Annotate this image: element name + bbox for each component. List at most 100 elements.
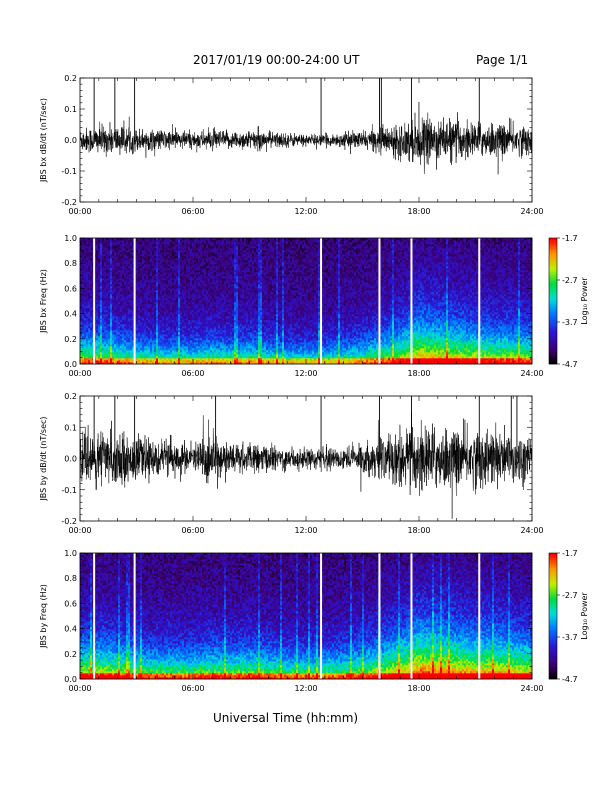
spectrogram-cell [204, 296, 206, 298]
spectrogram-cell [220, 278, 222, 280]
spectrogram-cell [126, 270, 128, 272]
spectrogram-cell [214, 318, 216, 320]
spectrogram-cell [164, 342, 166, 344]
spectrogram-cell [180, 258, 182, 260]
spectrogram-cell [84, 332, 86, 334]
spectrogram-cell [126, 262, 128, 264]
spectrogram-cell [178, 318, 180, 320]
spectrogram-cell [222, 306, 224, 308]
spectrogram-cell [136, 342, 138, 344]
spectrogram-cell [176, 310, 178, 312]
spectrogram-cell [184, 266, 186, 268]
spectrogram-cell [184, 284, 186, 286]
spectrogram-cell [112, 284, 114, 286]
spectrogram-cell [168, 344, 170, 346]
spectrogram-cell [88, 254, 90, 256]
spectrogram-cell [126, 254, 128, 256]
spectrogram-cell [190, 334, 192, 336]
spectrogram-cell [138, 254, 140, 256]
spectrogram-cell [222, 270, 224, 272]
spectrogram-cell [168, 340, 170, 342]
spectrogram-cell [162, 288, 164, 290]
spectrogram-cell [182, 282, 184, 284]
spectrogram-cell [84, 356, 86, 358]
spectrogram-cell [90, 336, 92, 338]
spectrogram-cell [102, 274, 104, 276]
spectrogram-cell [190, 338, 192, 340]
spectrogram-cell [122, 342, 124, 344]
spectrogram-cell [204, 348, 206, 350]
spectrogram-cell [200, 250, 202, 252]
spectrogram-cell [204, 344, 206, 346]
spectrogram-cell [182, 270, 184, 272]
spectrogram-cell [194, 328, 196, 330]
spectrogram-cell [208, 264, 210, 266]
spectrogram-cell [182, 250, 184, 252]
spectrogram-cell [180, 348, 182, 350]
spectrogram-cell [202, 308, 204, 310]
spectrogram-cell [118, 248, 120, 250]
spectrogram-cell [206, 248, 208, 250]
spectrogram-cell [168, 300, 170, 302]
spectrogram-cell [178, 360, 180, 362]
spectrogram-cell [158, 354, 160, 356]
spectrogram-cell [152, 294, 154, 296]
spectrogram-cell [152, 352, 154, 354]
spectrogram-cell [104, 354, 106, 356]
spectrogram-cell [90, 256, 92, 258]
spectrogram-cell [148, 318, 150, 320]
spectrogram-cell [218, 310, 220, 312]
spectrogram-cell [146, 274, 148, 276]
spectrogram-cell [206, 260, 208, 262]
spectrogram-cell [182, 318, 184, 320]
spectrogram-cell [84, 252, 86, 254]
spectrogram-cell [104, 350, 106, 352]
spectrogram-cell [172, 310, 174, 312]
spectrogram-cell [164, 296, 166, 298]
spectrogram-cell [138, 272, 140, 274]
spectrogram-cell [124, 318, 126, 320]
spectrogram-cell [198, 306, 200, 308]
spectrogram-cell [102, 260, 104, 262]
spectrogram-cell [142, 330, 144, 332]
spectrogram-cell [212, 300, 214, 302]
spectrogram-cell [82, 268, 84, 270]
spectrogram-cell [130, 308, 132, 310]
spectrogram-cell [190, 328, 192, 330]
spectrogram-cell [214, 292, 216, 294]
spectrogram-cell [120, 302, 122, 304]
spectrogram-cell [164, 352, 166, 354]
spectrogram-cell [114, 240, 116, 242]
spectrogram-cell [192, 298, 194, 300]
spectrogram-cell [82, 338, 84, 340]
spectrogram-cell [188, 286, 190, 288]
spectrogram-cell [108, 354, 110, 356]
spectrogram-cell [112, 266, 114, 268]
spectrogram-cell [96, 242, 98, 244]
spectrogram-cell [176, 272, 178, 274]
spectrogram-cell [146, 324, 148, 326]
spectrogram-cell [204, 308, 206, 310]
spectrogram-cell [164, 290, 166, 292]
spectrogram-cell [194, 284, 196, 286]
spectrogram-cell [114, 338, 116, 340]
spectrogram-cell [220, 284, 222, 286]
spectrogram-cell [142, 282, 144, 284]
spectrogram-cell [98, 240, 100, 242]
spectrogram-cell [200, 242, 202, 244]
spectrogram-cell [200, 300, 202, 302]
spectrogram-cell [184, 276, 186, 278]
spectrogram-cell [222, 316, 224, 318]
spectrogram-cell [198, 334, 200, 336]
spectrogram-cell [122, 332, 124, 334]
spectrogram-cell [140, 346, 142, 348]
spectrogram-cell [116, 308, 118, 310]
spectrogram-cell [106, 304, 108, 306]
spectrogram-cell [206, 328, 208, 330]
spectrogram-cell [226, 302, 228, 304]
spectrogram-cell [232, 314, 234, 316]
spectrogram-cell [178, 328, 180, 330]
spectrogram-cell [116, 264, 118, 266]
spectrogram-cell [138, 346, 140, 348]
spectrogram-cell [118, 324, 120, 326]
